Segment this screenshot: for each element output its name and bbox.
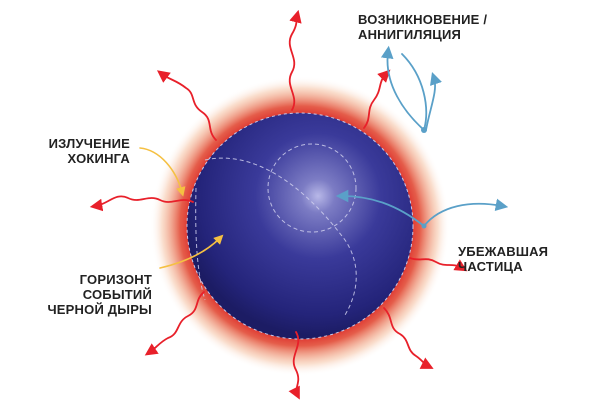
horizon-pointer (159, 234, 224, 269)
label-creation-annihilation: ВОЗНИКНОВЕНИЕ / АННИГИЛЯЦИЯ (358, 12, 488, 42)
hawking-radiation-waves (89, 9, 468, 400)
wavy-radiation-arrow-icon (409, 257, 468, 272)
label-escaped-particle: УБЕЖАВШАЯ ЧАСТИЦА (458, 244, 549, 274)
sphere-dashed-lines (195, 143, 357, 316)
particle-dot-icon (421, 223, 427, 229)
particle-dot-icon (421, 127, 427, 133)
wavy-radiation-arrow-icon (288, 9, 302, 111)
event-horizon-outline (186, 112, 414, 340)
wavy-radiation-arrow-icon (383, 307, 434, 369)
creation-annihilation-loop (380, 45, 442, 131)
escaped-particle-paths (335, 189, 509, 227)
wavy-radiation-arrow-icon (89, 195, 194, 212)
wavy-radiation-arrow-icon (363, 69, 391, 129)
hawking-pointer (139, 147, 186, 197)
wavy-radiation-arrow-icon (156, 70, 217, 141)
wavy-radiation-arrow-icon (144, 291, 205, 356)
label-hawking-radiation: ИЗЛУЧЕНИЕ ХОКИНГА (48, 136, 130, 166)
label-event-horizon: ГОРИЗОНТ СОБЫТИЙ ЧЕРНОЙ ДЫРЫ (47, 272, 152, 317)
wavy-radiation-arrow-icon (288, 331, 300, 400)
black-hole-sphere (187, 113, 413, 339)
label-pointer-arrows (139, 147, 224, 269)
